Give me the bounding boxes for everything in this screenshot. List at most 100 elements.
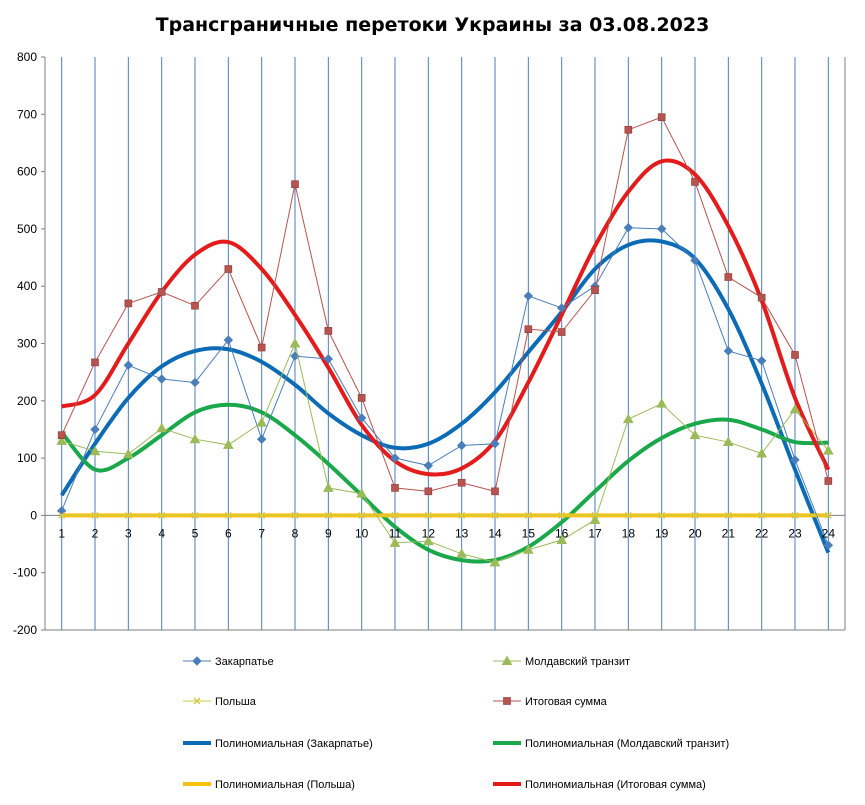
data-point-Закарпатье-12 [423,460,434,471]
data-point-Итоговая сумма-7 [257,343,266,352]
data-point-Польша-18 [624,511,632,519]
data-point-Польша-3 [124,511,132,519]
data-point-Итоговая сумма-8 [291,180,299,189]
data-point-Польша-19 [658,511,666,519]
x-tick-label: 1 [58,526,65,540]
data-point-Закарпатье-3 [123,360,134,370]
data-point-Итоговая сумма-19 [657,113,666,121]
data-point-Польша-9 [324,511,332,519]
legend-label: Полиномиальная (Итоговая сумма) [525,779,706,791]
y-tick-label: 400 [17,279,37,293]
data-point-Закарпатье-5 [190,377,200,388]
data-point-Закарпатье-14 [490,439,500,449]
legend-marker-Закарпатье [192,656,202,666]
data-point-Молдавский транзит-5 [189,433,201,444]
y-tick-label: 800 [17,50,37,64]
data-point-Итоговая сумма-22 [757,293,766,302]
data-point-Польша-4 [158,511,166,519]
data-point-Молдавский транзит-3 [122,448,134,459]
legend-label: Молдавский транзит [525,656,630,668]
data-point-Молдавский транзит-7 [256,417,268,427]
x-tick-label: 10 [355,526,369,540]
data-point-Закарпатье-15 [523,291,534,301]
data-point-Польша-17 [591,511,599,519]
data-point-Итоговая сумма-12 [424,487,433,496]
data-point-Молдавский транзит-4 [156,422,168,433]
series-line-Молдавский транзит [61,341,829,563]
data-point-Молдавский транзит-19 [656,398,668,408]
x-tick-label: 18 [622,526,636,540]
data-series [56,113,834,567]
data-point-Закарпатье-19 [656,224,667,234]
data-point-Закарпатье-10 [356,413,367,423]
data-point-Молдавский транзит-8 [289,337,301,348]
x-tick-label: 16 [555,526,569,540]
y-tick-label: -100 [13,566,37,580]
data-point-Молдавский транзит-6 [222,439,234,449]
data-point-Закарпатье-23 [790,455,800,465]
data-point-Итоговая сумма-14 [491,487,499,496]
data-point-Молдавский транзит-18 [622,413,634,424]
data-point-Молдавский транзит-16 [556,534,568,545]
y-tick-label: 100 [17,451,37,465]
data-point-Польша-20 [691,511,699,519]
data-point-Молдавский транзит-21 [722,436,734,447]
x-tick-label: 20 [688,526,702,540]
data-point-Итоговая сумма-4 [157,288,166,296]
data-point-Молдавский транзит-17 [589,514,601,524]
data-point-Молдавский транзит-10 [356,488,368,498]
data-point-Итоговая сумма-9 [324,327,333,335]
data-point-Итоговая сумма-23 [791,351,799,359]
data-point-Молдавский транзит-14 [489,556,501,567]
y-tick-label: 500 [17,222,37,236]
legend-marker-Итоговая сумма [503,697,511,705]
trendline-Полиномиальная (Закарпатье) [59,238,831,554]
x-tick-label: 19 [655,526,669,540]
legend: Закарпатье Молдавский транзит Польша Итогов… [183,655,729,791]
x-tick-label: 12 [422,526,436,540]
data-point-Польша-5 [191,511,199,519]
x-tick-label: 8 [292,526,299,540]
data-point-Закарпатье-16 [556,303,567,313]
y-tick-label: 0 [30,508,37,522]
data-point-Польша-24 [824,511,832,519]
data-point-Польша-23 [791,511,799,519]
x-tick-label: 11 [389,526,402,540]
data-point-Закарпатье-9 [323,354,334,364]
data-point-Польша-1 [58,511,66,519]
trendline-Полиномиальная (Молдавский транзит) [60,402,829,564]
series-line-Закарпатье [61,227,829,546]
data-point-Молдавский транзит-1 [56,435,68,445]
data-point-Итоговая сумма-18 [624,125,633,134]
y-tick-label: 600 [17,165,37,179]
data-point-Итоговая сумма-6 [224,265,233,273]
x-tick-label: 15 [522,526,536,540]
data-point-Польша-21 [724,511,732,519]
data-point-Польша-16 [558,511,566,519]
x-tick-label: 24 [822,526,836,540]
y-tick-label: 300 [17,337,37,351]
x-tick-label: 17 [588,526,602,540]
grid [61,57,829,630]
data-point-Закарпатье-4 [156,374,167,384]
data-point-Молдавский транзит-15 [522,544,534,554]
data-point-Молдавский транзит-2 [89,445,101,456]
x-tick-label: 2 [92,526,99,540]
data-point-Молдавский транзит-11 [389,537,401,547]
data-point-Итоговая сумма-20 [691,178,699,186]
y-tick-label: 700 [17,107,37,121]
x-tick-label: 14 [488,526,502,540]
data-point-Польша-22 [758,511,766,519]
data-point-Итоговая сумма-17 [591,286,599,295]
data-point-Закарпатье-11 [390,453,400,463]
chart-title: Трансграничные перетоки Украины за 03.08… [155,14,710,36]
data-point-Молдавский транзит-23 [789,403,801,414]
x-tick-label: 3 [125,526,132,540]
data-point-Итоговая сумма-15 [524,325,533,333]
data-point-Молдавский транзит-22 [756,447,768,458]
data-point-Закарпатье-22 [756,355,767,366]
x-tick-label: 4 [158,526,165,540]
data-point-Закарпатье-6 [223,335,234,345]
data-point-Итоговая сумма-16 [557,328,566,336]
